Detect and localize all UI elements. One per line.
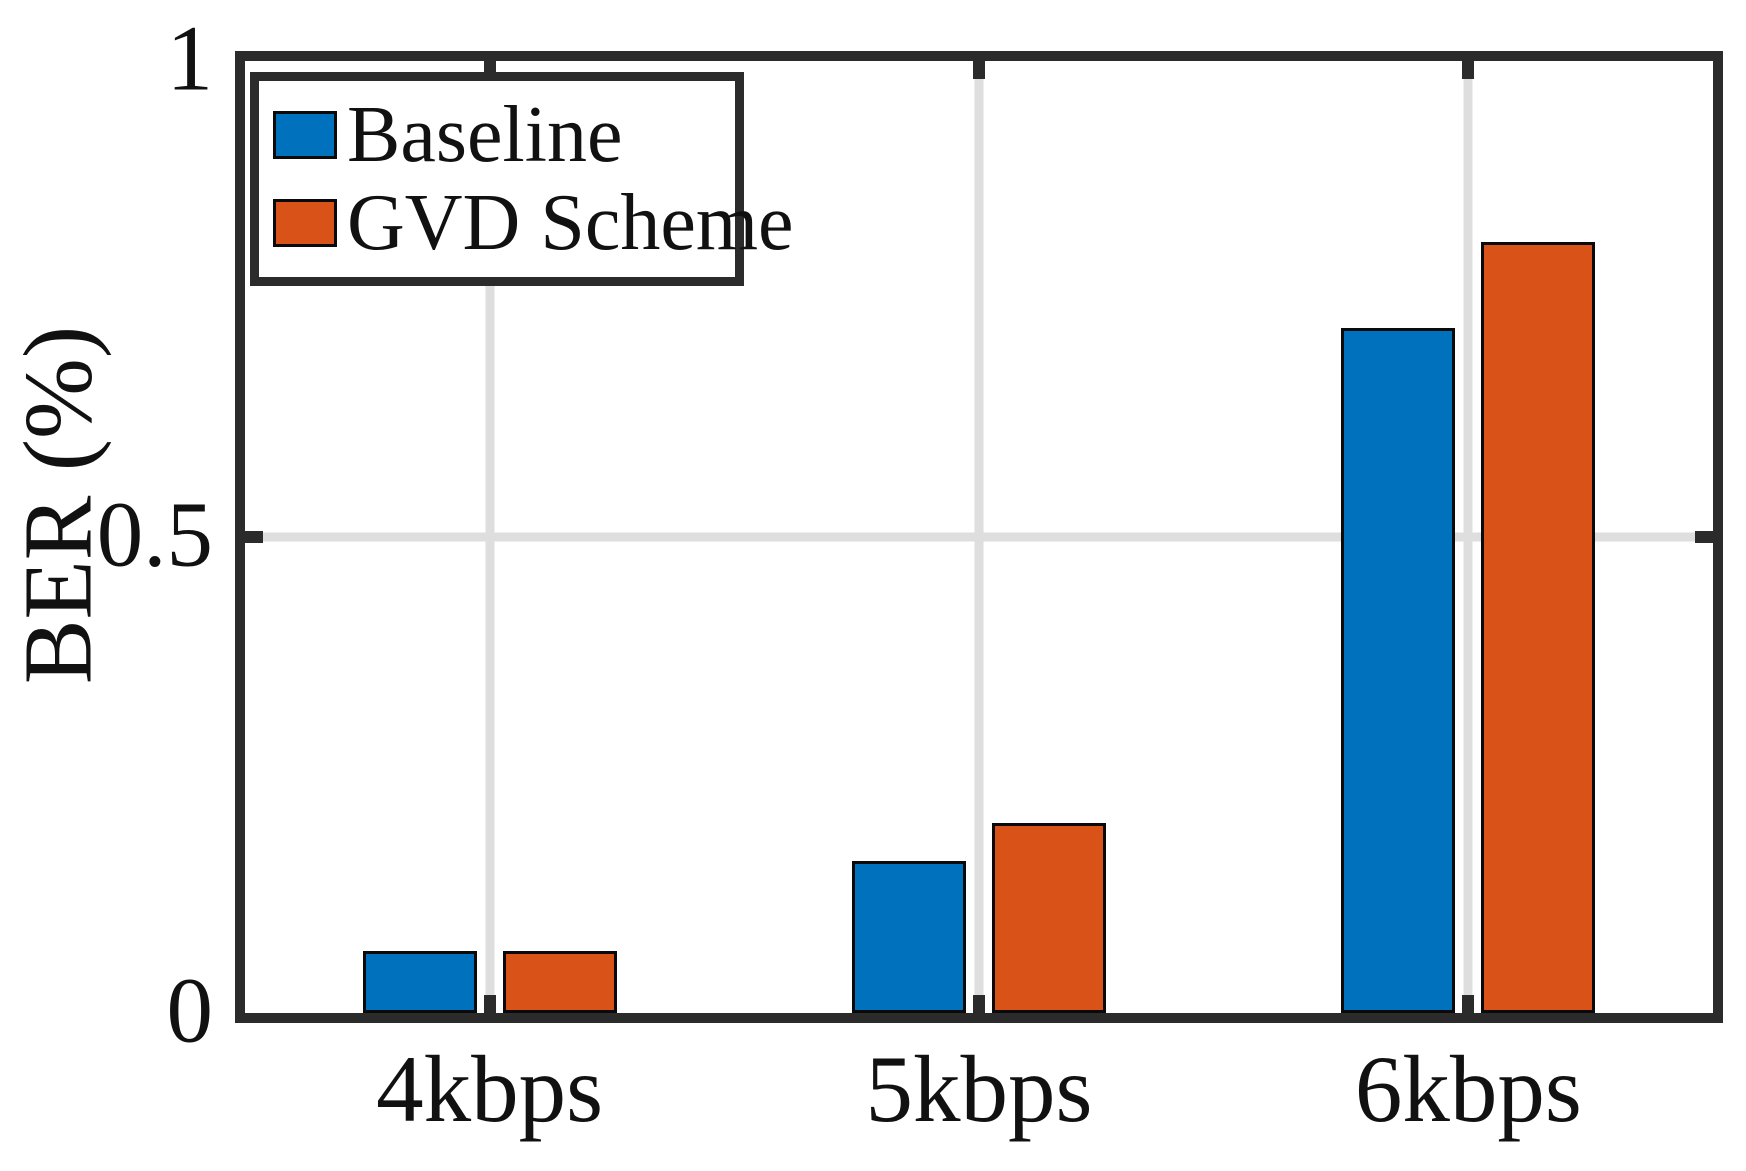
plot-area bbox=[245, 61, 1713, 1013]
bar-baseline-6kbps bbox=[1341, 328, 1455, 1013]
legend-label: Baseline bbox=[347, 91, 623, 179]
legend: Baseline GVD Scheme bbox=[250, 72, 794, 286]
x-tick-bottom-4kbps bbox=[483, 995, 496, 1013]
x-tick-top-6kbps bbox=[1462, 61, 1475, 79]
x-tick-bottom-5kbps bbox=[973, 995, 985, 1013]
bar-baseline-5kbps bbox=[852, 861, 966, 1013]
y-tick-right-0.5 bbox=[1695, 531, 1713, 543]
x-tick-label-6kbps: 6kbps bbox=[1354, 1036, 1582, 1142]
y-tick-label-1: 1 bbox=[166, 7, 214, 111]
legend-item-gvd-scheme: GVD Scheme bbox=[273, 183, 794, 263]
bar-gvd-scheme-4kbps bbox=[503, 951, 617, 1013]
legend-swatch-icon bbox=[273, 199, 337, 247]
y-tick-label-0.5: 0.5 bbox=[96, 483, 213, 587]
bar-gvd-scheme-5kbps bbox=[992, 823, 1106, 1013]
legend-item-baseline: Baseline bbox=[273, 95, 725, 175]
x-tick-bottom-6kbps bbox=[1462, 995, 1475, 1013]
horizontal-gridline-0.5 bbox=[245, 532, 1713, 542]
y-axis-label: BER (%) bbox=[4, 325, 112, 685]
x-tick-top-5kbps bbox=[973, 61, 985, 79]
legend-swatch-icon bbox=[273, 111, 337, 159]
bar-gvd-scheme-6kbps bbox=[1481, 242, 1595, 1013]
bar-baseline-4kbps bbox=[363, 951, 477, 1013]
y-tick-label-0: 0 bbox=[166, 959, 214, 1063]
x-tick-label-4kbps: 4kbps bbox=[376, 1036, 604, 1142]
y-tick-left-0.5 bbox=[245, 531, 263, 543]
x-tick-label-5kbps: 5kbps bbox=[865, 1036, 1093, 1142]
legend-label: GVD Scheme bbox=[347, 179, 794, 267]
